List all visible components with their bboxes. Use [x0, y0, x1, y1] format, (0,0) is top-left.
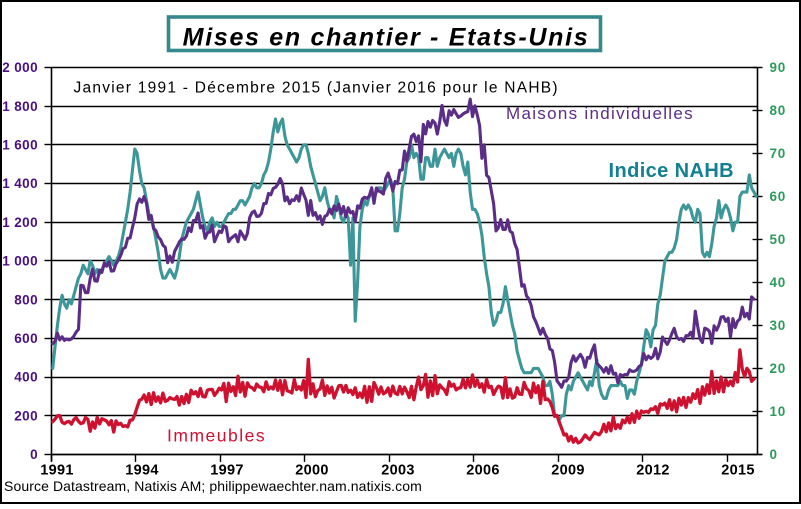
svg-text:1991: 1991 [40, 463, 73, 479]
svg-text:Maisons individuelles: Maisons individuelles [506, 104, 694, 123]
svg-text:400: 400 [14, 370, 38, 385]
svg-text:70: 70 [770, 146, 787, 161]
svg-text:2 000: 2 000 [2, 60, 38, 75]
svg-text:2003: 2003 [381, 463, 414, 479]
svg-text:Mises en chantier - Etats-Unis: Mises en chantier - Etats-Unis [183, 24, 590, 52]
svg-text:Janvier 1991 - Décembre 2015 (: Janvier 1991 - Décembre 2015 (Janvier 20… [74, 80, 559, 97]
svg-text:0: 0 [770, 447, 778, 462]
svg-text:10: 10 [770, 404, 787, 419]
svg-text:1 400: 1 400 [2, 176, 38, 191]
svg-text:2009: 2009 [551, 463, 584, 479]
svg-text:200: 200 [14, 408, 38, 423]
svg-text:0: 0 [30, 447, 38, 462]
svg-text:2012: 2012 [636, 463, 669, 479]
svg-text:Immeubles: Immeubles [167, 426, 266, 446]
svg-text:600: 600 [14, 331, 38, 346]
svg-text:1997: 1997 [210, 463, 243, 479]
svg-text:2000: 2000 [295, 463, 328, 479]
svg-text:40: 40 [770, 275, 787, 290]
svg-text:800: 800 [14, 292, 38, 307]
svg-text:Indice NAHB: Indice NAHB [609, 160, 735, 182]
svg-text:1994: 1994 [125, 463, 158, 479]
svg-text:1 600: 1 600 [2, 138, 38, 153]
svg-text:60: 60 [770, 189, 787, 204]
svg-text:80: 80 [770, 103, 787, 118]
svg-text:1 200: 1 200 [2, 215, 38, 230]
svg-text:30: 30 [770, 318, 787, 333]
svg-text:1 800: 1 800 [2, 99, 38, 114]
svg-text:20: 20 [770, 361, 787, 376]
svg-text:Source Datastream, Natixis AM: Source Datastream, Natixis AM; philippew… [4, 478, 422, 494]
svg-text:2015: 2015 [721, 463, 754, 479]
svg-text:2006: 2006 [466, 463, 499, 479]
svg-text:50: 50 [770, 232, 787, 247]
svg-text:90: 90 [770, 60, 787, 75]
svg-text:1 000: 1 000 [2, 254, 38, 269]
